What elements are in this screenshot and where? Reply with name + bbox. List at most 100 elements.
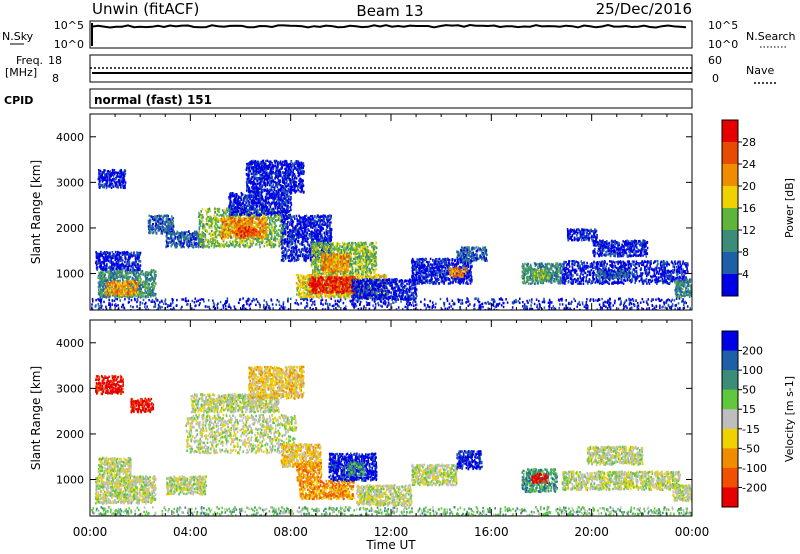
scatter-cell — [235, 236, 238, 240]
scatter-cell — [263, 222, 266, 225]
scatter-cell — [251, 233, 254, 236]
scatter-cell — [210, 219, 212, 222]
scatter-cell — [135, 289, 137, 292]
scatter-cell — [177, 237, 180, 240]
scatter-cell — [269, 219, 271, 222]
scatter-cell — [467, 304, 470, 307]
scatter-cell — [310, 303, 313, 307]
scatter-cell — [247, 230, 250, 233]
scatter-cell — [169, 241, 172, 244]
scatter-cell — [501, 298, 504, 301]
scatter-cell — [274, 204, 276, 208]
scatter-cell — [139, 281, 142, 284]
scatter-cell — [113, 253, 116, 257]
scatter-cell — [596, 308, 598, 310]
scatter-cell — [187, 246, 190, 249]
scatter-cell — [201, 244, 203, 247]
scatter-cell — [560, 298, 562, 301]
scatter-cell — [110, 283, 113, 287]
scatter-cell — [268, 217, 271, 220]
scatter-cell — [237, 220, 239, 223]
scatter-cell — [494, 306, 497, 309]
scatter-cell — [349, 300, 352, 303]
scatter-cell — [108, 177, 111, 180]
scatter-cell — [254, 237, 257, 241]
scatter-cell — [139, 251, 142, 255]
scatter-cell — [217, 207, 219, 211]
scatter-cell — [92, 300, 94, 303]
scatter-cell — [263, 212, 265, 215]
scatter-cell — [243, 217, 246, 220]
scatter-cell — [148, 225, 151, 228]
scatter-cell — [116, 298, 118, 301]
scatter-cell — [255, 201, 257, 204]
scatter-cell — [99, 179, 101, 183]
scatter-cell — [244, 244, 247, 247]
scatter-cell — [101, 280, 104, 284]
scatter-cell — [527, 301, 529, 304]
scatter-cell — [130, 292, 132, 295]
scatter-cell — [275, 303, 278, 306]
scatter-cell — [169, 228, 171, 231]
scatter-cell — [241, 229, 243, 232]
scatter-cell — [228, 303, 230, 306]
scatter-cell — [110, 270, 113, 273]
scatter-cell — [208, 216, 211, 219]
scatter-cell — [236, 231, 238, 234]
scatter-cell — [149, 295, 152, 298]
scatter-cell — [526, 299, 528, 303]
scatter-cell — [337, 299, 339, 302]
scatter-cell — [431, 305, 434, 308]
scatter-cell — [338, 300, 340, 304]
scatter-cell — [118, 181, 120, 184]
scatter-cell — [236, 206, 238, 209]
scatter-cell — [538, 308, 540, 310]
scatter-cell — [646, 307, 648, 310]
scatter-cell — [151, 291, 154, 294]
scatter-cell — [127, 292, 130, 296]
scatter-cell — [235, 241, 238, 244]
scatter-cell — [152, 216, 155, 219]
scatter-cell — [121, 282, 124, 285]
scatter-cell — [105, 288, 107, 292]
scatter-cell — [450, 305, 452, 308]
scatter-cell — [278, 303, 281, 306]
scatter-cell — [274, 227, 276, 230]
scatter-cell — [231, 207, 233, 211]
scatter-cell — [385, 301, 387, 304]
scatter-cell — [252, 239, 254, 243]
scatter-cell — [207, 239, 210, 242]
scatter-cell — [176, 235, 179, 239]
scatter-cell — [459, 298, 461, 302]
scatter-cell — [251, 244, 253, 247]
scatter-cell — [290, 208, 292, 211]
scatter-cell — [117, 266, 120, 269]
scatter-cell — [195, 304, 197, 307]
scatter-cell — [531, 298, 533, 301]
scatter-cell — [567, 308, 570, 310]
scatter-cell — [152, 283, 154, 286]
scatter-cell — [251, 212, 254, 215]
scatter-cell — [110, 175, 112, 178]
noise-tick-right-low: 10^0 — [708, 38, 738, 51]
scatter-cell — [609, 305, 612, 309]
scatter-cell — [196, 242, 199, 245]
nsearch-label: N.Search — [746, 30, 796, 43]
scatter-cell — [273, 235, 276, 238]
scatter-cell — [275, 192, 277, 195]
scatter-cell — [569, 302, 571, 305]
scatter-cell — [116, 292, 118, 295]
scatter-cell — [371, 297, 374, 300]
scatter-cell — [215, 236, 218, 239]
scatter-cell — [619, 297, 621, 300]
scatter-cell — [108, 294, 111, 298]
scatter-cell — [202, 227, 204, 230]
scatter-cell — [237, 217, 239, 221]
scatter-cell — [220, 224, 222, 227]
scatter-cell — [266, 194, 268, 197]
scatter-cell — [313, 300, 316, 303]
scatter-cell — [201, 214, 204, 217]
scatter-cell — [569, 307, 571, 310]
scatter-cell — [124, 280, 127, 284]
scatter-cell — [188, 234, 190, 237]
